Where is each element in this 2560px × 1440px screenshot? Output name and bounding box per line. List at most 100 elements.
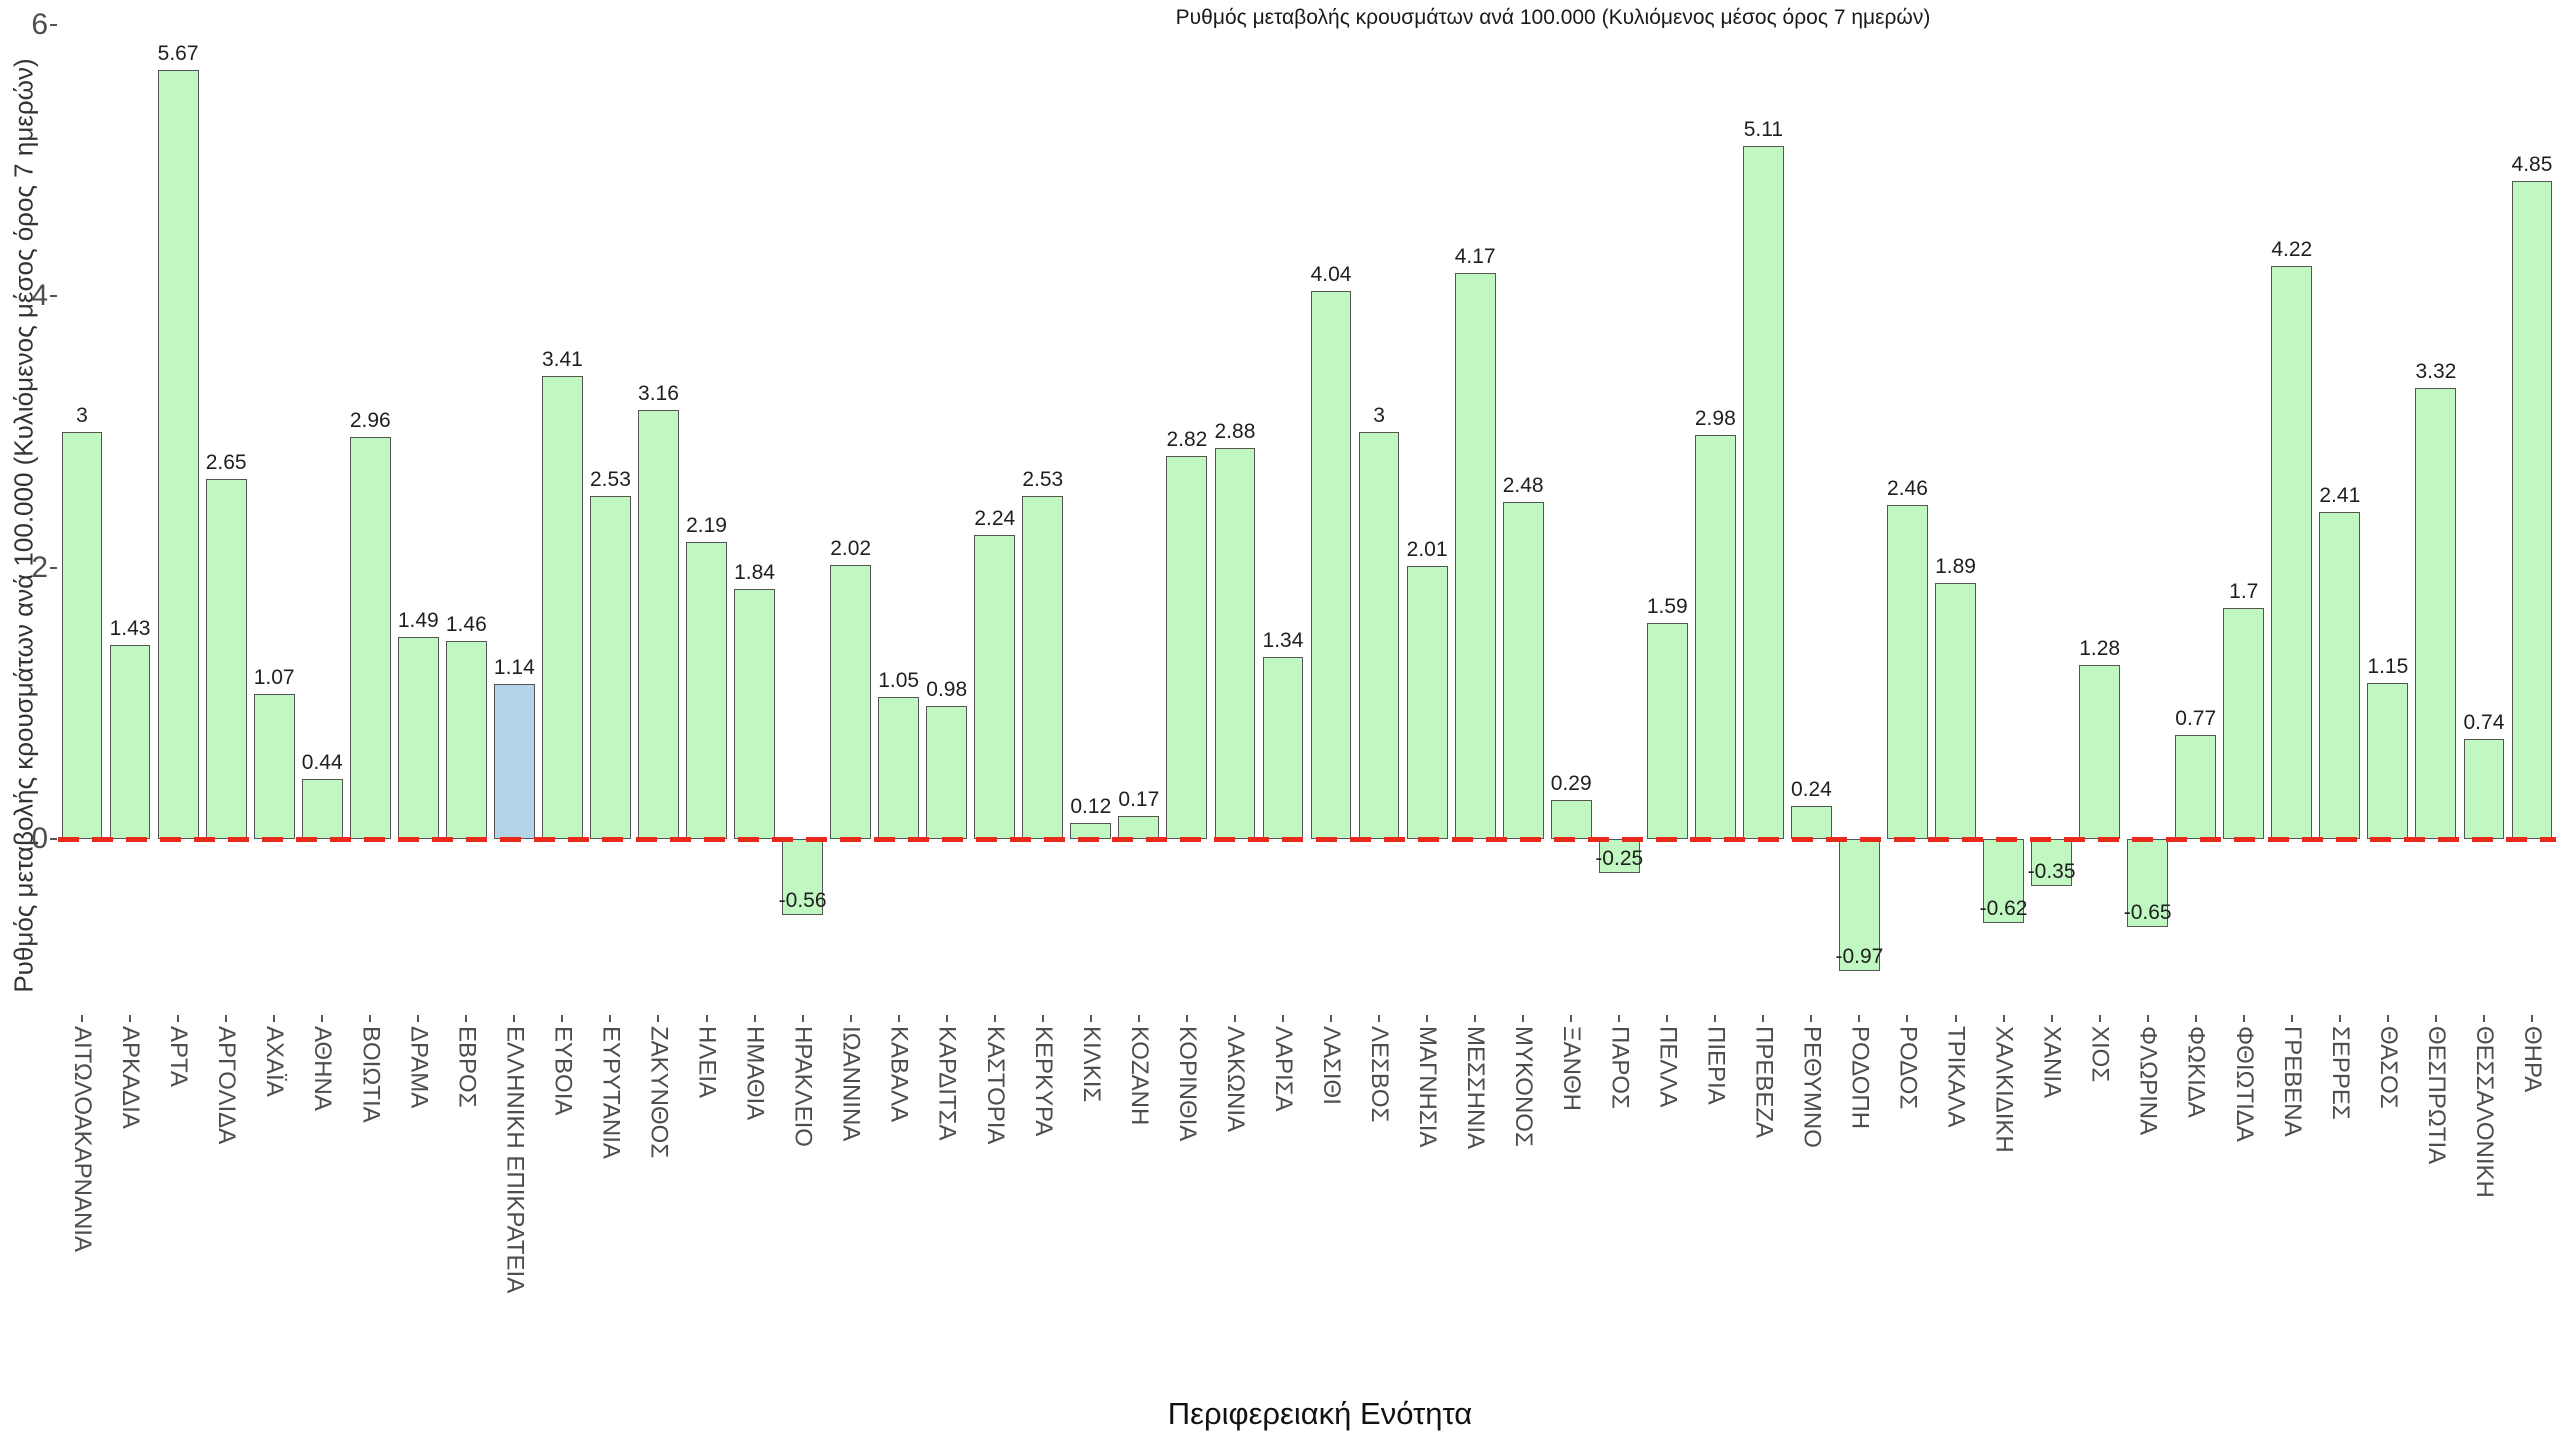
x-tick-label: ΑΘΗΝΑ [309, 1026, 337, 1111]
x-tick-label: ΛΑΡΙΣΑ [1269, 1026, 1297, 1112]
bar-value-label: -0.65 [2123, 901, 2172, 925]
x-tick-mark [1426, 1015, 1429, 1022]
x-tick-label: ΦΩΚΙΔΑ [2182, 1026, 2210, 1118]
chart-title: Ρυθμός μεταβολής κρουσμάτων ανά 100.000 … [1175, 6, 1931, 29]
bar [1118, 815, 1160, 839]
x-tick-mark [2146, 1015, 2149, 1022]
x-tick-mark [273, 1015, 276, 1022]
x-tick-mark [2482, 1015, 2485, 1022]
x-tick-mark [657, 1015, 660, 1022]
y-tick-mark [50, 295, 57, 298]
bar [638, 410, 679, 839]
y-tick-mark [50, 23, 57, 26]
zero-reference-line [58, 837, 2556, 842]
x-tick-label: ΑΡΓΟΛΙΔΑ [213, 1026, 241, 1145]
x-tick-label: ΠΕΛΛΑ [1654, 1026, 1682, 1108]
bar-value-label: 0.29 [1550, 771, 1592, 795]
x-tick-label: ΡΟΔΟΠΗ [1846, 1026, 1874, 1130]
bar [1790, 806, 1832, 839]
bar [1022, 495, 1064, 839]
bar-value-label: 2.19 [686, 513, 727, 537]
x-tick-label: ΗΜΑΘΙΑ [741, 1026, 769, 1121]
bar [1887, 505, 1928, 839]
bar [2031, 839, 2072, 887]
y-tick-label: 2 [31, 550, 48, 584]
bar-value-label: 2.65 [205, 451, 247, 475]
bar-value-label: 0.74 [2463, 710, 2505, 734]
bar [782, 839, 823, 915]
x-tick-mark [705, 1015, 708, 1022]
bar-value-label: 1.07 [253, 665, 295, 689]
bar-value-label: 3.32 [2415, 360, 2457, 384]
x-tick-label: ΜΑΓΝΗΣΙΑ [1414, 1026, 1442, 1148]
x-tick-label: ΚΑΒΑΛΑ [885, 1026, 913, 1123]
bar-value-label: 0.98 [926, 678, 968, 701]
x-tick-mark [993, 1015, 996, 1022]
x-tick-mark [369, 1015, 372, 1022]
x-tick-mark [1618, 1015, 1621, 1022]
bar-value-label: 5.11 [1743, 117, 1784, 141]
x-tick-label: ΕΥΒΟΙΑ [549, 1026, 577, 1116]
y-tick-label: 0 [31, 822, 48, 855]
x-axis-label: Περιφερειακή Ενότητα [1167, 1396, 1473, 1431]
x-tick-mark [945, 1015, 948, 1022]
x-tick-mark [2386, 1015, 2389, 1022]
x-tick-mark [1185, 1015, 1188, 1022]
bar-highlighted [493, 684, 535, 839]
x-tick-mark [1137, 1015, 1140, 1022]
bar-value-label: 1.43 [109, 616, 151, 640]
x-tick-mark [2050, 1015, 2053, 1022]
bar-value-label: 4.04 [1310, 262, 1352, 286]
x-tick-mark [1762, 1015, 1765, 1022]
x-tick-label: ΚΟΡΙΝΘΙΑ [1173, 1026, 1201, 1142]
x-tick-mark [465, 1015, 468, 1022]
bar [2223, 608, 2265, 839]
x-tick-mark [2098, 1015, 2101, 1022]
x-tick-mark [513, 1015, 516, 1022]
x-tick-label: ΛΑΚΩΝΙΑ [1221, 1026, 1249, 1132]
x-tick-mark [1714, 1015, 1717, 1022]
bar-value-label: 1.59 [1646, 595, 1688, 619]
bar [2463, 738, 2505, 839]
bar [1310, 290, 1352, 839]
bar [109, 644, 151, 839]
bar [1358, 431, 1400, 839]
x-tick-mark [225, 1015, 228, 1022]
bar [1166, 456, 1208, 839]
bar-value-label: 2.88 [1214, 420, 1256, 444]
bar [830, 564, 872, 839]
x-tick-mark [1233, 1015, 1236, 1022]
x-tick-label: ΘΕΣΣΑΛΟΝΙΚΗ [2470, 1026, 2498, 1198]
bar-value-label: 4.22 [2271, 238, 2313, 262]
bar-value-label: 1.15 [2367, 654, 2409, 678]
bar [1214, 448, 1256, 839]
x-tick-label: ΚΑΡΔΙΤΣΑ [933, 1026, 961, 1141]
bar [301, 779, 343, 839]
x-tick-label: ΘΑΣΟΣ [2374, 1026, 2402, 1109]
x-tick-label: ΤΡΙΚΑΛΑ [1942, 1026, 1970, 1128]
x-tick-mark [1906, 1015, 1909, 1022]
x-tick-label: ΧΑΛΚΙΔΙΚΗ [1990, 1026, 2018, 1153]
x-tick-label: ΛΑΣΙΘΙ [1318, 1026, 1346, 1105]
bar [205, 479, 247, 839]
bar [734, 589, 775, 839]
x-tick-mark [2338, 1015, 2341, 1022]
bar [2367, 682, 2409, 839]
x-tick-label: ΑΙΤΩΛΟΑΚΑΡΝΑΝΙΑ [69, 1026, 97, 1252]
bar [1550, 799, 1592, 839]
bar-value-label: 4.17 [1454, 245, 1496, 269]
x-tick-label: ΠΡΕΒΕΖΑ [1750, 1026, 1778, 1139]
x-tick-label: ΧΑΝΙΑ [2038, 1026, 2066, 1099]
bar-value-label: 2.82 [1166, 428, 1208, 452]
x-tick-label: ΛΕΣΒΟΣ [1366, 1026, 1394, 1123]
x-tick-label: ΦΛΩΡΙΝΑ [2134, 1026, 2162, 1136]
bar-value-label: 2.02 [830, 536, 872, 560]
x-tick-mark [177, 1015, 180, 1022]
x-tick-label: ΚΙΛΚΙΣ [1077, 1026, 1105, 1103]
bar-value-label: 0.24 [1790, 778, 1832, 802]
bar-value-label: 1.14 [493, 656, 535, 680]
bar-value-label: -0.62 [1979, 897, 2028, 921]
bar-value-label: -0.35 [2027, 860, 2076, 884]
x-tick-mark [2530, 1015, 2533, 1022]
bar-value-label: 0.77 [2175, 706, 2217, 730]
